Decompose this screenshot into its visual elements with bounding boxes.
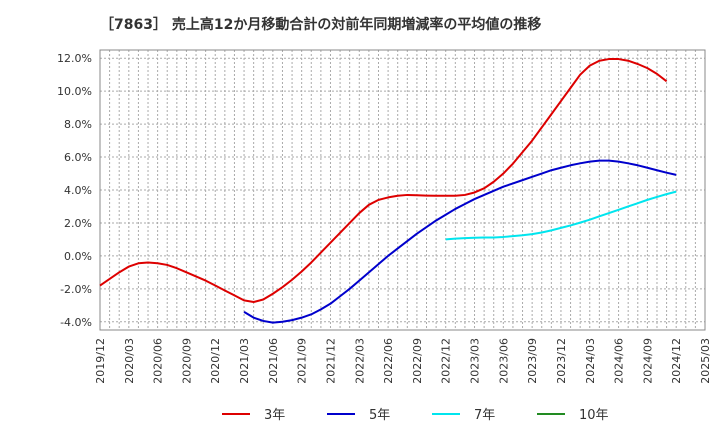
series-line-1 — [99, 58, 668, 303]
x-tick-label: 2021/06 — [267, 338, 280, 384]
series-line-3 — [445, 190, 677, 241]
x-tick-label: 2022/09 — [411, 338, 424, 384]
x-tick-label: 2024/06 — [613, 338, 626, 384]
x-tick-label: 2021/09 — [296, 338, 309, 384]
x-tick-label: 2020/06 — [152, 338, 165, 384]
x-tick-label: 2023/09 — [526, 338, 539, 384]
x-tick-label: 2020/09 — [180, 338, 193, 384]
legend-label-1: 3年 — [264, 408, 285, 423]
x-tick-label: 2021/03 — [238, 338, 251, 384]
x-tick-label: 2019/12 — [94, 338, 107, 384]
y-tick-label: -4.0% — [60, 316, 92, 329]
x-tick-label: 2025/03 — [699, 338, 712, 384]
legend-label-4: 10年 — [579, 408, 609, 423]
chart-title: ［7863］ 売上高12か月移動合計の対前年同期増減率の平均値の推移 — [100, 17, 542, 33]
legend-label-3: 7年 — [474, 408, 495, 423]
x-tick-label: 2021/12 — [324, 338, 337, 384]
x-tick-label: 2023/06 — [497, 338, 510, 384]
series-layer — [99, 58, 677, 324]
y-tick-label: 4.0% — [64, 184, 92, 197]
series-line-2 — [243, 159, 677, 324]
x-tick-label: 2022/03 — [353, 338, 366, 384]
legend-label-2: 5年 — [369, 408, 390, 423]
x-tick-label: 2022/06 — [382, 338, 395, 384]
y-tick-label: -2.0% — [60, 283, 92, 296]
plot-frame — [99, 49, 706, 331]
legend: 3年 5年 7年 10年 — [222, 408, 609, 423]
x-tick-label: 2020/03 — [123, 338, 136, 384]
y-tick-label: 12.0% — [57, 52, 92, 65]
y-tick-label: 0.0% — [64, 250, 92, 263]
x-tick-label: 2022/12 — [440, 338, 453, 384]
x-tick-label: 2020/12 — [209, 338, 222, 384]
x-tick-label: 2024/12 — [670, 338, 683, 384]
x-tick-label: 2024/09 — [641, 338, 654, 384]
x-tick-label: 2023/03 — [469, 338, 482, 384]
x-tick-label: 2023/12 — [555, 338, 568, 384]
grid-layer — [100, 50, 705, 330]
axis-layer: -4.0% -2.0% 0.0% 2.0% 4.0% 6.0% 8.0% 10.0% 12.0%… — [57, 49, 712, 384]
y-tick-label: 6.0% — [64, 151, 92, 164]
y-tick-label: 10.0% — [57, 85, 92, 98]
y-tick-label: 8.0% — [64, 118, 92, 131]
x-tick-label: 2024/03 — [584, 338, 597, 384]
y-tick-label: 2.0% — [64, 217, 92, 230]
